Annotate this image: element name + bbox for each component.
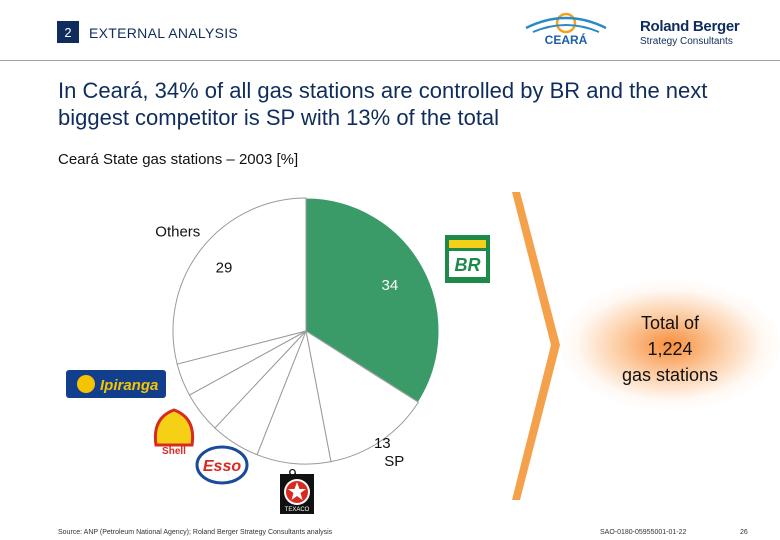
svg-text:Esso: Esso <box>203 458 241 475</box>
texaco-logo: TEXACO <box>280 474 314 514</box>
svg-text:TEXACO: TEXACO <box>285 507 310 513</box>
pie-slice-sp <box>305 329 419 463</box>
roland-berger-sub: Strategy Consultants <box>640 36 733 47</box>
total-glow <box>560 280 780 410</box>
pie-slice-br <box>305 197 440 403</box>
ipiranga-logo: Ipiranga <box>66 370 166 398</box>
shell-logo: Shell <box>153 408 195 457</box>
chart-subtitle: Ceará State gas stations – 2003 [%] <box>58 151 299 168</box>
total-line1: Total of <box>640 313 700 333</box>
header-divider <box>0 60 780 61</box>
page-headline: In Ceará, 34% of all gas stations are co… <box>58 78 708 130</box>
svg-text:Shell: Shell <box>162 446 186 457</box>
pie-slice-others <box>172 197 307 365</box>
svg-text:Ipiranga: Ipiranga <box>100 377 158 394</box>
section-title: EXTERNAL ANALYSIS <box>89 25 239 41</box>
total-callout: Total of 1,224 gas stations <box>600 310 740 388</box>
ceara-logo: CEARÁ <box>525 12 607 47</box>
slice-value-label: 34 <box>382 277 399 294</box>
slice-value-label: 13 <box>374 435 391 452</box>
svg-text:CEARÁ: CEARÁ <box>545 32 588 47</box>
page-number: 26 <box>740 529 748 536</box>
total-line3: gas stations <box>621 365 719 385</box>
section-number-badge: 2 <box>57 21 79 43</box>
slice-name-label: Others <box>155 224 200 241</box>
roland-berger-name: Roland Berger <box>640 18 740 35</box>
slice-value-label: 29 <box>216 259 233 276</box>
total-line2: 1,224 <box>647 339 693 359</box>
esso-logo: Esso <box>195 445 249 485</box>
br-logo: BR <box>445 235 490 283</box>
source-note: Source: ANP (Petroleum National Agency);… <box>58 529 333 536</box>
document-id: SAO-0180-05955001-01-22 <box>600 529 687 536</box>
svg-text:BR: BR <box>455 255 481 275</box>
chevron-divider <box>512 192 560 500</box>
roland-berger-logo: Roland Berger Strategy Consultants <box>640 18 740 52</box>
slice-name-label: SP <box>384 453 404 470</box>
